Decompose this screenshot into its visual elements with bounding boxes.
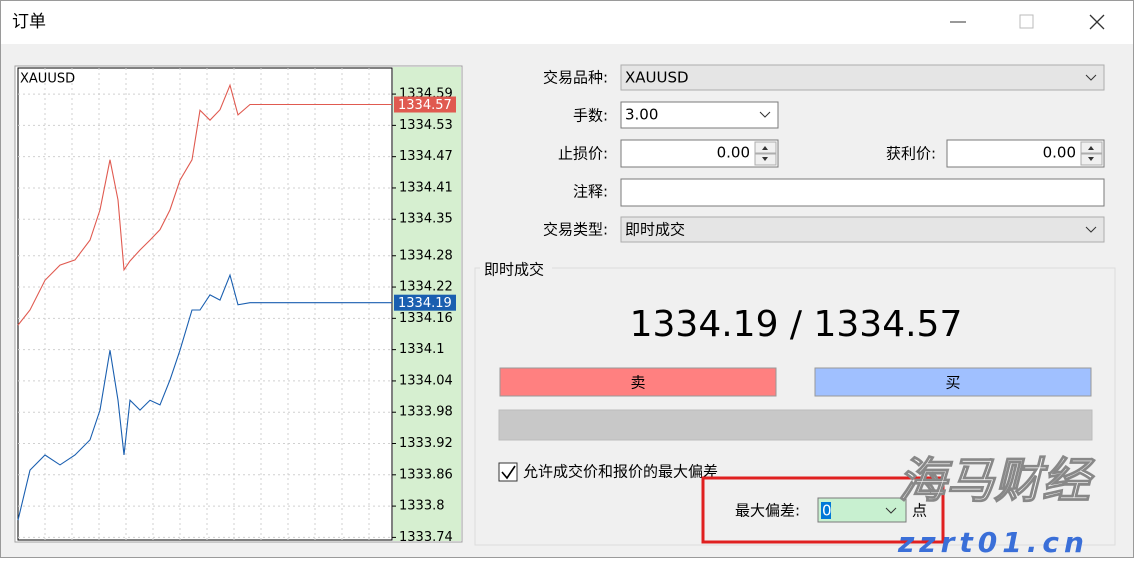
deviation-label: 最大偏差: [735,502,800,520]
y-tick-label: 1333.86 [399,467,453,482]
execution-group: 即时成交 1334.19 / 1334.57 卖 买 允许成交价和报价的最大偏差… [474,260,1116,546]
symbol-combo[interactable] [620,64,1105,91]
deviation-value: 0 [822,502,832,520]
y-tick-label: 1334.28 [399,248,453,263]
y-tick-label: 1334.35 [399,212,453,227]
take-profit-value: 0.00 [1043,144,1076,162]
highlight-box [701,476,945,544]
y-tick-label: 1334.47 [399,149,453,164]
field-label: 获利价: [886,145,936,163]
price-tag: 1334.57 [398,98,452,113]
group-title: 即时成交 [484,261,544,279]
chart: 1334.591334.531334.471334.411334.351334.… [17,68,456,545]
field-label: 交易品种: [543,69,608,87]
price-line [17,83,392,326]
watermark-url: zzrt01.cn [897,526,1089,558]
y-tick-label: 1333.92 [399,436,453,451]
y-tick-label: 1333.8 [399,499,445,514]
type-combo[interactable] [620,216,1105,243]
y-tick-label: 1334.16 [399,311,453,326]
buy-button[interactable] [814,367,1092,397]
dropdown-arrow [1085,226,1097,233]
take-profit-input[interactable] [946,139,1105,168]
price-tag: 1334.19 [398,296,452,311]
y-tick-label: 1334.04 [399,373,453,388]
price-tag-bg [394,96,456,113]
chart-frame [14,65,463,543]
status-bar [498,409,1093,441]
watermark-logo: 海马财经 [898,453,1096,509]
dropdown-arrow [1085,74,1097,81]
chart-title: XAUUSD [20,72,75,87]
y-tick-label: 1333.74 [399,530,453,545]
symbol-value: XAUUSD [625,69,689,87]
title-bar [1,1,1133,44]
selection [821,502,831,519]
order-form: 交易品种: XAUUSD 手数: 3.00 止损价: 0.00 获利价: 0.0… [543,64,1105,243]
y-tick-label: 1334.41 [399,180,453,195]
price-line [17,273,392,521]
window-title: 订单 [12,12,46,32]
y-tick-label: 1334.22 [399,280,453,295]
dropdown-arrow [885,507,897,514]
deviation-unit: 点 [912,502,927,520]
sell-button[interactable] [499,367,777,397]
checkbox-label: 允许成交价和报价的最大偏差 [523,463,718,481]
spin-arrows [762,146,768,161]
quote: 1334.19 / 1334.57 [630,304,963,345]
buy-label: 买 [945,374,960,392]
stop-loss-input[interactable] [620,139,779,168]
volume-value: 3.00 [625,106,658,124]
group-title-bg [480,260,552,278]
volume-combo[interactable] [620,101,779,129]
field-label: 手数: [573,107,608,125]
sell-label: 卖 [630,374,645,392]
dropdown-arrow [759,111,771,118]
y-tick-label: 1334.53 [399,118,453,133]
field-label: 止损价: [558,145,608,163]
close-button[interactable] [1089,14,1105,30]
field-label: 交易类型: [543,221,608,239]
spin-arrows [1088,146,1094,161]
comment-input[interactable] [620,178,1105,207]
group-box [474,267,1116,546]
y-tick-label: 1334.1 [399,342,445,357]
check-mark [501,465,516,480]
maximize-button[interactable] [1019,14,1034,29]
field-label: 注释: [573,183,608,201]
price-tag-bg [394,294,456,311]
stop-loss-value: 0.00 [717,144,750,162]
checkbox[interactable] [498,462,518,482]
y-tick-label: 1333.98 [399,405,453,420]
plot-area [17,67,393,541]
deviation-combo[interactable] [817,497,907,523]
type-value: 即时成交 [625,221,685,239]
